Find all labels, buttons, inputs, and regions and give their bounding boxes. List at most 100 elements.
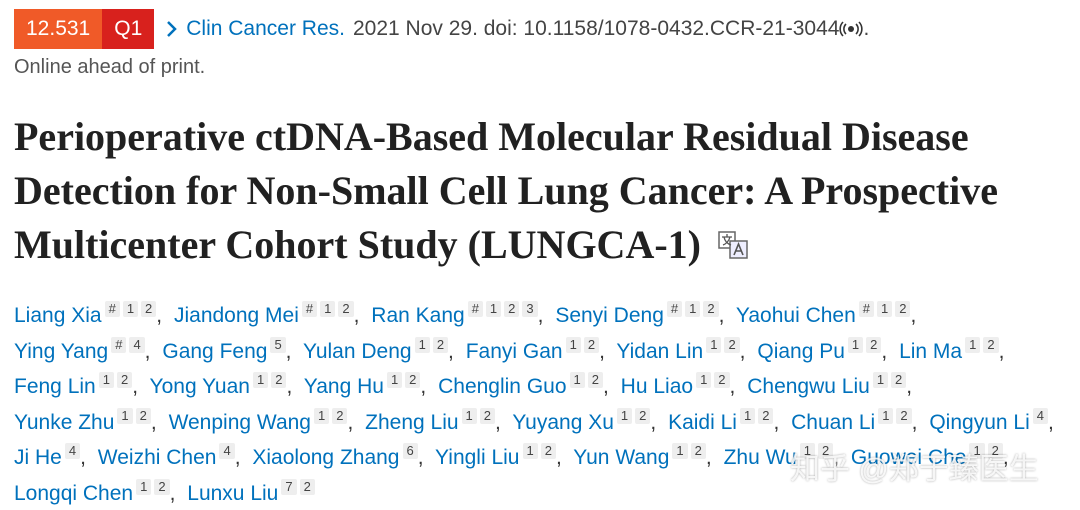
affiliation-badge[interactable]: 2 — [635, 407, 651, 424]
affiliation-badge[interactable]: 1 — [320, 301, 336, 317]
affiliation-badge[interactable]: 2 — [758, 407, 774, 424]
author-name[interactable]: Zheng Liu — [365, 410, 459, 434]
affiliation-badge[interactable]: 1 — [847, 336, 864, 353]
affiliation-badge[interactable]: 1 — [522, 443, 538, 459]
affiliation-badge[interactable]: 1 — [969, 443, 985, 459]
affiliation-badge[interactable]: 1 — [878, 407, 894, 424]
affiliation-badge[interactable]: 2 — [896, 407, 912, 424]
author-name[interactable]: Longqi Chen — [14, 481, 134, 505]
affiliation-badge[interactable]: # — [111, 336, 127, 353]
affiliation-badge[interactable]: 2 — [271, 372, 287, 388]
author-name[interactable]: Yun Wang — [573, 446, 670, 469]
affiliation-badge[interactable]: 4 — [219, 443, 235, 459]
affiliation-badge[interactable]: 2 — [583, 336, 600, 353]
affiliation-badge[interactable]: 1 — [706, 336, 722, 353]
author-name[interactable]: Xiaolong Zhang — [252, 446, 400, 469]
affiliation-badge[interactable]: 2 — [895, 301, 911, 317]
author-name[interactable]: Chenglin Guo — [438, 375, 567, 398]
author-name[interactable]: Zhu Wu — [723, 446, 797, 469]
affiliation-badge[interactable]: 2 — [866, 336, 882, 353]
translate-icon[interactable] — [717, 230, 749, 260]
author-name[interactable]: Chuan Li — [791, 410, 876, 434]
author-name[interactable]: Hu Liao — [620, 375, 694, 398]
affiliation-badge[interactable]: 1 — [739, 407, 756, 424]
affiliation-badge[interactable]: 1 — [616, 407, 633, 424]
affiliation-badge[interactable]: 1 — [685, 301, 701, 317]
author-name[interactable]: Fanyi Gan — [465, 339, 563, 363]
affiliation-badge[interactable]: 1 — [122, 301, 139, 317]
affiliation-badge[interactable]: 1 — [872, 372, 889, 388]
author-name[interactable]: Yaohui Chen — [735, 304, 856, 327]
author-name[interactable]: Senyi Deng — [555, 304, 664, 327]
author-name[interactable]: Yidan Lin — [616, 339, 704, 363]
author-name[interactable]: Kaidi Li — [668, 410, 737, 434]
affiliation-badge[interactable]: 2 — [983, 336, 999, 353]
affiliation-badge[interactable]: 2 — [299, 478, 315, 495]
affiliation-badge[interactable]: 2 — [987, 443, 1003, 459]
author-name[interactable]: Ji He — [14, 446, 62, 469]
affiliation-badge[interactable]: 1 — [313, 407, 330, 424]
affiliation-badge[interactable]: # — [858, 301, 875, 317]
author-name[interactable]: Jiandong Mei — [173, 304, 299, 327]
affiliation-badge[interactable]: 4 — [64, 443, 81, 459]
affiliation-badge[interactable]: 2 — [338, 301, 354, 317]
affiliation-badge[interactable]: 1 — [461, 407, 477, 424]
affiliation-badge[interactable]: 2 — [405, 372, 421, 388]
feed-icon[interactable] — [839, 20, 864, 38]
affiliation-badge[interactable]: 2 — [587, 372, 603, 388]
affiliation-badge[interactable]: 3 — [522, 301, 538, 317]
affiliation-badge[interactable]: 1 — [117, 407, 133, 424]
affiliation-badge[interactable]: 1 — [252, 372, 269, 388]
affiliation-badge[interactable]: 4 — [129, 336, 145, 353]
affiliation-badge[interactable]: 2 — [540, 443, 556, 459]
affiliation-badge[interactable]: 7 — [281, 478, 297, 495]
affiliation-badge[interactable]: # — [301, 301, 318, 317]
author-name[interactable]: Wenping Wang — [168, 410, 311, 434]
author-name[interactable]: Ying Yang — [14, 339, 109, 363]
affiliation-badge[interactable]: 2 — [432, 336, 449, 353]
author-name[interactable]: Weizhi Chen — [97, 446, 217, 469]
author-name[interactable]: Liang Xia — [14, 304, 102, 327]
affiliation-badge[interactable]: 2 — [724, 336, 740, 353]
affiliation-badge[interactable]: 2 — [332, 407, 348, 424]
author-name[interactable]: Ran Kang — [371, 304, 465, 327]
affiliation-badge[interactable]: 5 — [270, 336, 286, 353]
affiliation-badge[interactable]: 1 — [485, 301, 502, 317]
author-name[interactable]: Yingli Liu — [435, 446, 520, 469]
affiliation-badge[interactable]: 2 — [714, 372, 730, 388]
author-name[interactable]: Feng Lin — [14, 375, 96, 398]
affiliation-badge[interactable]: 1 — [386, 372, 403, 388]
affiliation-badge[interactable]: 1 — [877, 301, 893, 317]
affiliation-badge[interactable]: # — [666, 301, 683, 317]
affiliation-badge[interactable]: 1 — [98, 372, 114, 388]
affiliation-badge[interactable]: 1 — [136, 478, 152, 495]
affiliation-badge[interactable]: 2 — [135, 407, 151, 424]
author-name[interactable]: Qingyun Li — [929, 410, 1030, 434]
author-name[interactable]: Gang Feng — [162, 339, 268, 363]
journal-link[interactable]: Clin Cancer Res. — [186, 17, 345, 40]
affiliation-badge[interactable]: 1 — [414, 336, 430, 353]
affiliation-badge[interactable]: 2 — [504, 301, 520, 317]
affiliation-badge[interactable]: 1 — [672, 443, 688, 459]
affiliation-badge[interactable]: 1 — [565, 336, 581, 353]
affiliation-badge[interactable]: 2 — [891, 372, 907, 388]
affiliation-badge[interactable]: # — [467, 301, 483, 317]
affiliation-badge[interactable]: 1 — [799, 443, 815, 459]
author-name[interactable]: Yulan Deng — [302, 339, 412, 363]
author-name[interactable]: Chengwu Liu — [747, 375, 870, 398]
author-name[interactable]: Yang Hu — [303, 375, 384, 398]
affiliation-badge[interactable]: 2 — [154, 478, 170, 495]
affiliation-badge[interactable]: 1 — [569, 372, 585, 388]
author-name[interactable]: Yong Yuan — [149, 375, 250, 398]
affiliation-badge[interactable]: 2 — [690, 443, 706, 459]
affiliation-badge[interactable]: 2 — [703, 301, 719, 317]
affiliation-badge[interactable]: 2 — [817, 443, 834, 459]
affiliation-badge[interactable]: 2 — [479, 407, 496, 424]
affiliation-badge[interactable]: 6 — [402, 443, 418, 459]
affiliation-badge[interactable]: 1 — [696, 372, 712, 388]
author-name[interactable]: Guowei Che — [850, 446, 967, 469]
affiliation-badge[interactable]: 2 — [141, 301, 157, 317]
author-name[interactable]: Yunke Zhu — [14, 410, 115, 434]
affiliation-badge[interactable]: 2 — [116, 372, 133, 388]
author-name[interactable]: Yuyang Xu — [512, 410, 614, 434]
